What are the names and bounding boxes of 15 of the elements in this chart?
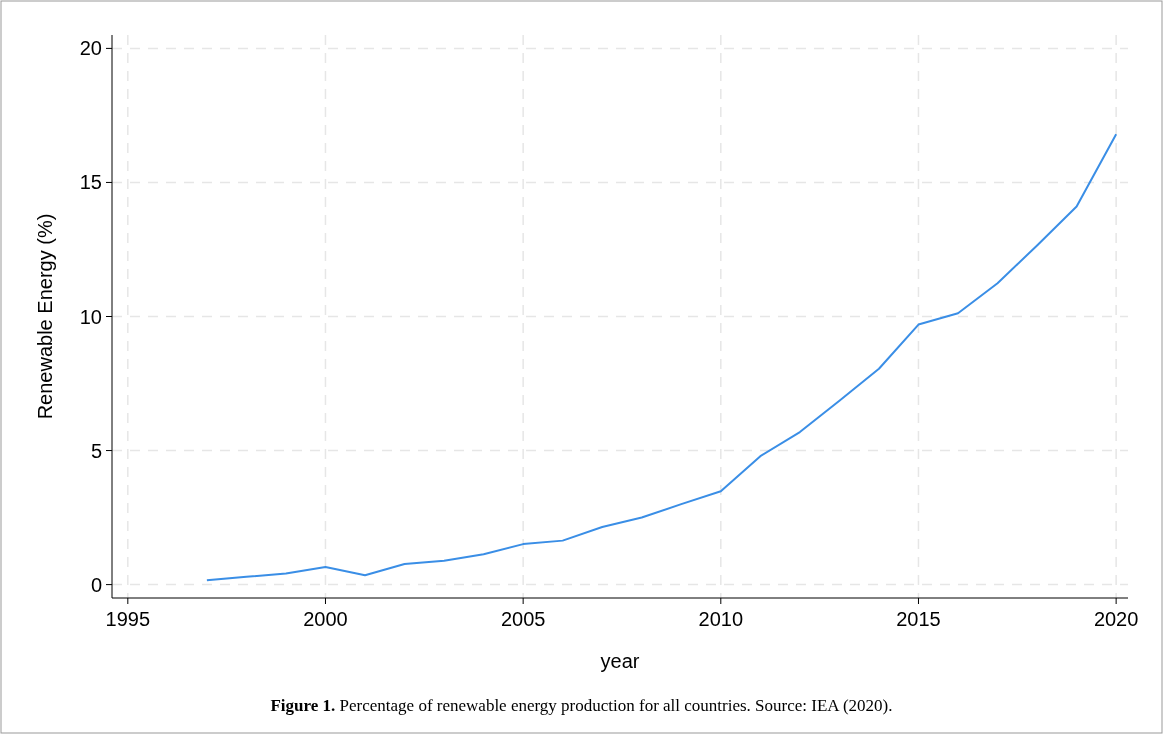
x-tick-label: 2000 (303, 608, 348, 630)
x-tick-label: 2010 (698, 608, 744, 630)
y-axis-title: Renewable Energy (%) (34, 213, 56, 420)
x-tick-label: 2005 (500, 608, 546, 630)
y-tick-label: 15 (79, 171, 102, 194)
x-tick-label: 2020 (1093, 608, 1139, 630)
x-axis-title: year (600, 650, 640, 672)
y-tick-label: 5 (90, 439, 102, 462)
x-tick-label: 1995 (105, 608, 151, 630)
y-tick-label: 20 (79, 37, 102, 60)
line-series (205, 133, 1118, 582)
caption: Figure 1. Percentage of renewable energy production for all countries. Source: IEA (2020). (270, 696, 893, 715)
y-tick-label: 10 (79, 305, 102, 328)
x-tick-label: 2015 (896, 608, 941, 630)
y-tick-label: 0 (90, 573, 102, 596)
